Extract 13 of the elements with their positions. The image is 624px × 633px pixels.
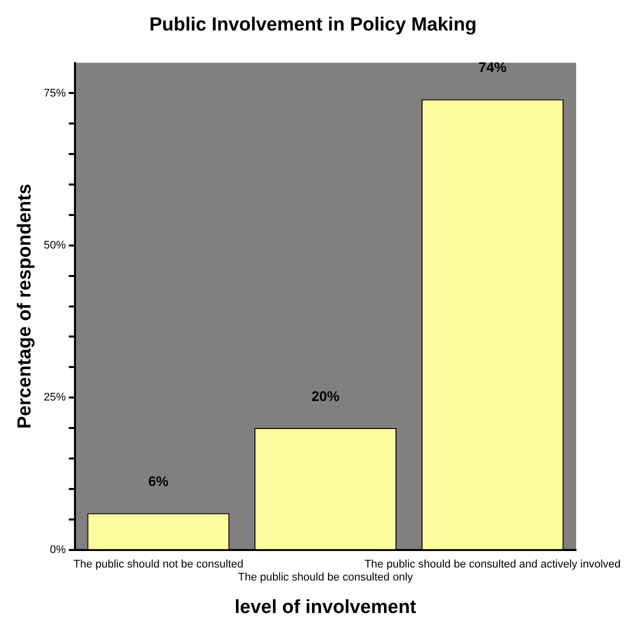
chart-title: Public Involvement in Policy Making [149,14,477,36]
x-axis-title: level of involvement [234,596,417,618]
x-tick-label: The public should be consulted only [238,572,414,584]
y-tick-label: 0% [50,544,66,556]
data-label: 20% [311,388,340,404]
y-tick-label: 50% [44,239,66,252]
x-tick-label: The public should be consulted and actively involved [364,558,621,570]
y-tick-label: 75% [44,87,66,100]
data-label: 74% [478,59,508,76]
y-tick-label: 25% [44,392,66,404]
x-tick-label: The public should not be consulted [73,558,244,570]
data-label: 6% [148,473,170,490]
y-axis-title: Percentage of respondents [14,184,36,429]
